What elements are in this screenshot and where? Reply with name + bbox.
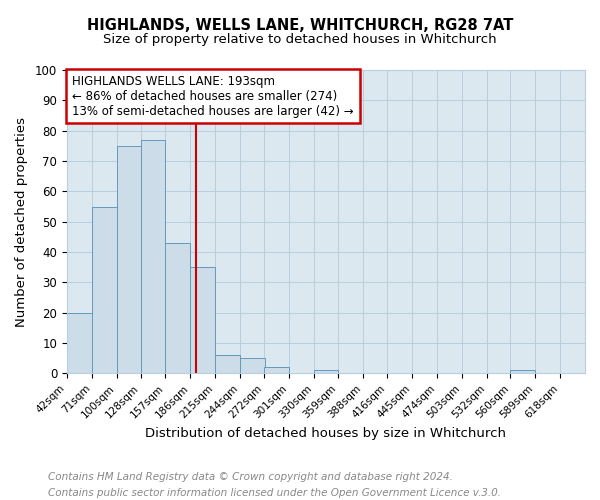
- Text: Contains public sector information licensed under the Open Government Licence v.: Contains public sector information licen…: [48, 488, 501, 498]
- Text: Contains HM Land Registry data © Crown copyright and database right 2024.: Contains HM Land Registry data © Crown c…: [48, 472, 453, 482]
- Bar: [116, 146, 142, 374]
- Bar: [190, 268, 215, 374]
- Bar: [215, 356, 240, 374]
- X-axis label: Distribution of detached houses by size in Whitchurch: Distribution of detached houses by size …: [145, 427, 506, 440]
- Bar: [264, 368, 289, 374]
- Y-axis label: Number of detached properties: Number of detached properties: [15, 116, 28, 326]
- Bar: [140, 140, 166, 374]
- Text: Size of property relative to detached houses in Whitchurch: Size of property relative to detached ho…: [103, 32, 497, 46]
- Bar: [92, 206, 116, 374]
- Text: HIGHLANDS WELLS LANE: 193sqm
← 86% of detached houses are smaller (274)
13% of s: HIGHLANDS WELLS LANE: 193sqm ← 86% of de…: [72, 74, 354, 118]
- Bar: [67, 313, 92, 374]
- Bar: [314, 370, 338, 374]
- Bar: [166, 243, 190, 374]
- Bar: [511, 370, 535, 374]
- Bar: [240, 358, 265, 374]
- Text: HIGHLANDS, WELLS LANE, WHITCHURCH, RG28 7AT: HIGHLANDS, WELLS LANE, WHITCHURCH, RG28 …: [87, 18, 513, 32]
